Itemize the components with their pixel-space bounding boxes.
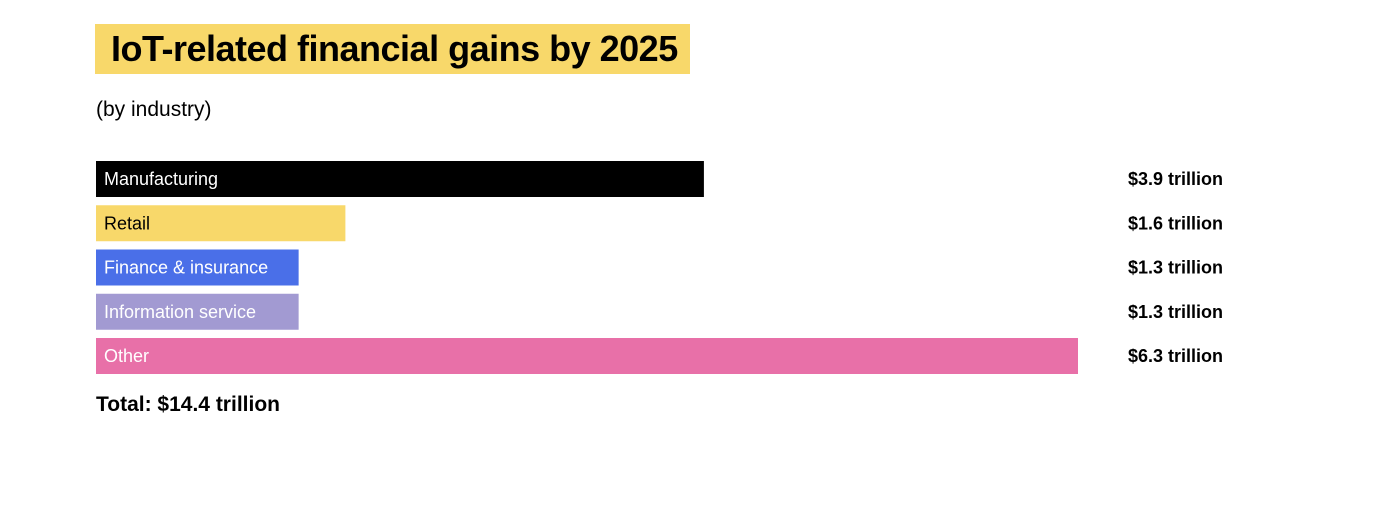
bar-value-label: $1.3 trillion	[1128, 258, 1223, 278]
bar-other	[96, 338, 1078, 374]
chart-subtitle: (by industry)	[96, 98, 212, 121]
bar-value-label: $6.3 trillion	[1128, 346, 1223, 366]
bar-category-label: Manufacturing	[104, 169, 218, 189]
bar-category-label: Information service	[104, 302, 256, 322]
bar-category-label: Retail	[104, 213, 150, 233]
bar-value-label: $1.3 trillion	[1128, 302, 1223, 322]
bar-value-label: $1.6 trillion	[1128, 213, 1223, 233]
bar-category-label: Other	[104, 346, 149, 366]
total-label: Total: $14.4 trillion	[96, 393, 280, 416]
chart-title: IoT-related financial gains by 2025	[95, 24, 690, 74]
bar-value-label: $3.9 trillion	[1128, 169, 1223, 189]
bar-manufacturing	[96, 161, 704, 197]
bar-information-service	[96, 293, 299, 330]
bar-retail	[96, 205, 346, 242]
bar-category-label: Finance & insurance	[104, 258, 268, 278]
bar-finance-insurance	[96, 249, 299, 286]
